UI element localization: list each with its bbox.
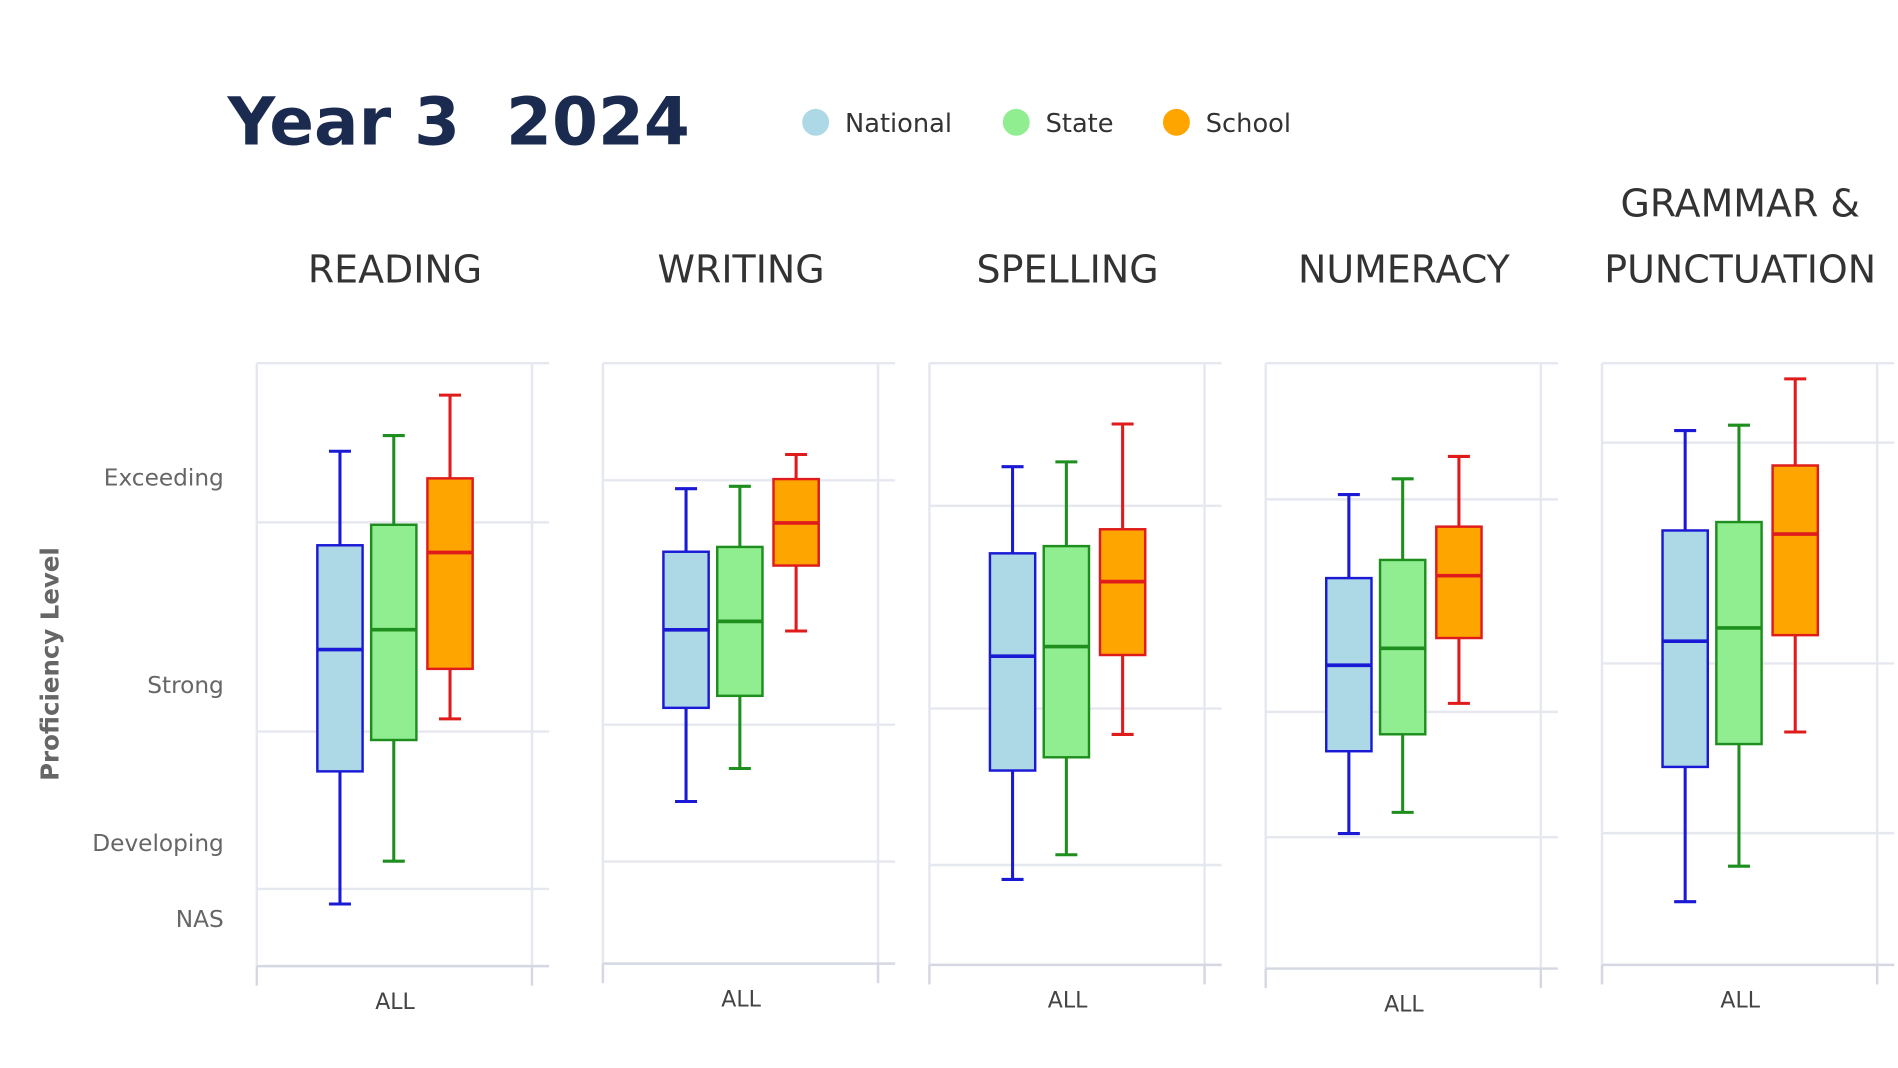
box xyxy=(316,544,364,773)
legend-label: State xyxy=(1046,109,1114,139)
panel-title: SPELLING xyxy=(976,248,1159,293)
legend-swatch xyxy=(1162,108,1190,136)
box xyxy=(1098,528,1147,657)
y-axis-label: Proficiency Level xyxy=(36,547,65,781)
y-tick-label: NAS xyxy=(176,906,224,933)
page-title: Year 3 2024 xyxy=(227,83,690,161)
panel-title: NUMERACY xyxy=(1297,248,1510,293)
panel-title: GRAMMAR & PUNCTUATION xyxy=(1604,182,1877,293)
legend-swatch xyxy=(1002,108,1030,136)
y-tick-label: Strong xyxy=(147,672,224,699)
y-tick-label: Developing xyxy=(92,830,224,857)
legend-swatch xyxy=(802,108,830,136)
box xyxy=(426,477,474,671)
legend-label: School xyxy=(1206,109,1291,139)
box xyxy=(1042,544,1091,759)
box xyxy=(1435,525,1483,640)
x-tick-label: ALL xyxy=(1384,992,1424,1017)
legend-label: National xyxy=(845,109,952,139)
y-tick-label: Exceeding xyxy=(104,465,224,492)
box xyxy=(988,552,1037,772)
x-tick-label: ALL xyxy=(1720,989,1760,1014)
box xyxy=(369,523,418,742)
panel-title: WRITING xyxy=(657,248,825,293)
box xyxy=(1771,464,1820,637)
box xyxy=(1715,520,1763,746)
box xyxy=(1661,529,1710,769)
panel-title: READING xyxy=(307,248,483,293)
x-tick-label: ALL xyxy=(721,987,761,1012)
x-tick-label: ALL xyxy=(1048,989,1088,1014)
x-tick-label: ALL xyxy=(375,990,415,1015)
